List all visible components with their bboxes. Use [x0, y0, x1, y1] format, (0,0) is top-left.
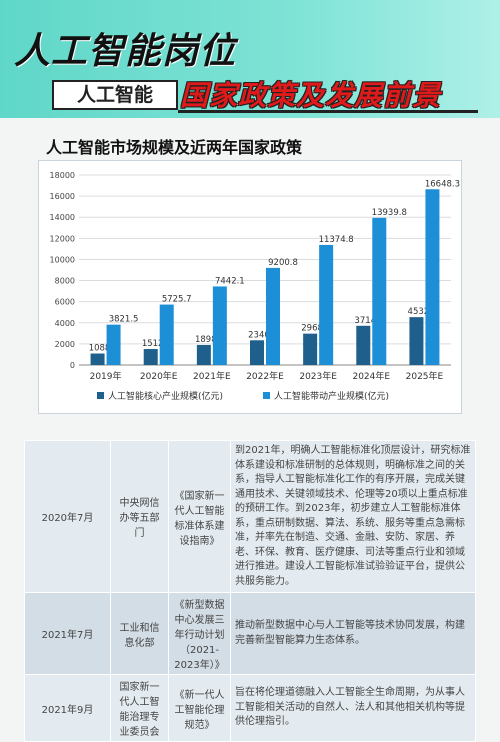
policy-content: 推动新型数据中心与人工智能等技术协同发展，构建完善新型智能算力生态体系。: [230, 592, 476, 675]
chart-heading: 人工智能市场规模及近两年国家政策: [46, 138, 303, 157]
legend-swatch: [97, 392, 104, 399]
bar-core: [143, 349, 158, 365]
bar-core: [196, 344, 211, 365]
y-tick-label: 12000: [50, 234, 75, 243]
y-tick-label: 10000: [50, 255, 75, 264]
subtitle-underline: [178, 110, 478, 113]
data-label: 2968.9: [301, 324, 331, 334]
policy-document: 《新型数据中心发展三年行动计划（2021-2023年）》: [168, 592, 231, 675]
policy-date: 2021年7月: [24, 592, 111, 675]
data-label: 3821.5: [109, 315, 139, 325]
data-label: 7442.1: [215, 276, 245, 286]
policy-row: 2021年9月 国家新一代人工智能治理专业委员会 《新一代人工智能伦理规范》 旨在将伦…: [24, 674, 476, 742]
policy-department: 中央网信办等五部门: [110, 440, 169, 593]
bar-core: [250, 340, 264, 365]
data-label: 5725.7: [162, 295, 192, 305]
data-label: 1898.1: [195, 335, 225, 345]
bar-driven: [159, 304, 174, 365]
y-tick-label: 18000: [50, 171, 75, 180]
x-tick-label: 2020年E: [140, 370, 178, 382]
data-label: 13939.8: [372, 208, 407, 218]
bar-core: [90, 353, 105, 365]
bar-core: [409, 317, 424, 365]
policy-date: 2020年7月: [24, 440, 111, 593]
bar-driven: [372, 217, 387, 365]
y-tick-label: 8000: [55, 277, 75, 286]
bar-driven: [319, 244, 334, 365]
market-size-chart: 0 2000 4000 6000 8000 10000 12000 14000 16000 180…: [38, 160, 462, 414]
y-tick-label: 4000: [55, 319, 75, 328]
bar-core: [356, 325, 371, 365]
policy-department: 国家新一代人工智能治理专业委员会: [110, 674, 169, 742]
x-tick-label: 2022年E: [246, 370, 284, 382]
data-label: 4532.6: [408, 307, 438, 317]
policy-department: 工业和信息化部: [110, 592, 169, 675]
legend-swatch: [263, 392, 270, 399]
bar-driven: [266, 267, 280, 365]
x-tick-label: 2019年: [90, 370, 122, 382]
y-tick-label: 16000: [50, 192, 75, 201]
x-tick-label: 2021年E: [193, 370, 231, 382]
policy-row: 2021年7月 工业和信息化部 《新型数据中心发展三年行动计划（2021-2023年…: [24, 592, 476, 675]
y-tick-label: 2000: [55, 340, 75, 349]
topic-badge: 人工智能: [52, 80, 178, 110]
bar-driven: [106, 324, 121, 365]
page-subtitle: 国家政策及发展前景: [180, 79, 442, 112]
x-tick-label: 2024年E: [352, 370, 390, 382]
policy-content: 旨在将伦理道德融入人工智能全生命周期，为从事人工智能相关活动的自然人、法人和其他…: [230, 674, 476, 742]
x-tick-label: 2025年E: [406, 370, 444, 382]
data-label: 9200.8: [268, 258, 298, 268]
legend-label: 人工智能核心产业规模(亿元): [108, 390, 223, 402]
policy-date: 2021年9月: [24, 674, 111, 742]
policy-content: 到2021年，明确人工智能标准化顶层设计，研究标准体系建设和标准研制的总体规则，…: [230, 440, 476, 593]
y-tick-label: 0: [70, 361, 75, 370]
policy-document: 《新一代人工智能伦理规范》: [168, 674, 231, 742]
bar-core: [303, 333, 318, 365]
policy-document: 《国家新一代人工智能标准体系建设指南》: [168, 440, 231, 593]
x-tick-label: 2023年E: [299, 370, 337, 382]
chart-canvas: 0 2000 4000 6000 8000 10000 12000 14000 16000 180…: [50, 171, 460, 402]
page-title: 人工智能岗位: [14, 31, 237, 72]
data-label: 16648.3: [425, 179, 460, 189]
legend-label: 人工智能带动产业规模(亿元): [274, 390, 389, 402]
policy-table: 2020年7月 中央网信办等五部门 《国家新一代人工智能标准体系建设指南》 到2021…: [24, 440, 476, 742]
bar-driven: [425, 189, 440, 365]
data-label: 1088.6: [89, 344, 119, 354]
data-label: 2340.4: [248, 330, 278, 340]
data-label: 3714.6: [354, 316, 384, 326]
data-label: 1512.5: [142, 339, 172, 349]
bar-driven: [212, 286, 227, 365]
data-label: 11374.8: [319, 235, 354, 245]
y-tick-label: 6000: [55, 298, 75, 307]
policy-row: 2020年7月 中央网信办等五部门 《国家新一代人工智能标准体系建设指南》 到2021…: [24, 440, 476, 593]
y-tick-label: 14000: [50, 213, 75, 222]
